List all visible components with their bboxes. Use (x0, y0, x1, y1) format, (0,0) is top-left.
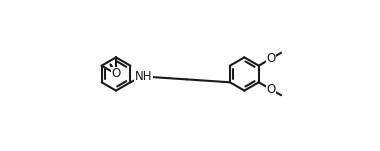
Text: O: O (111, 67, 120, 80)
Text: O: O (111, 67, 120, 80)
Text: O: O (266, 52, 276, 65)
Text: NH: NH (135, 70, 152, 83)
Text: O: O (266, 83, 276, 96)
